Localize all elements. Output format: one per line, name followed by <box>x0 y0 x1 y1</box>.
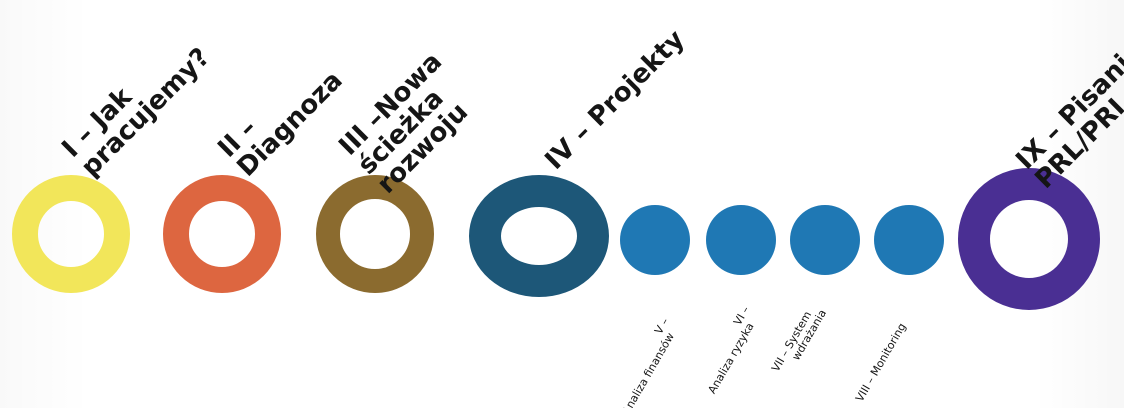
substage-5-dot <box>620 205 690 275</box>
stage-1-label: I – Jak pracujemy? <box>56 25 216 182</box>
stage-1-ring <box>12 175 130 293</box>
stage-2-ring <box>163 175 281 293</box>
stage-3-label: III –Nowa ścieżka rozwoju <box>333 47 486 200</box>
substage-8-label-line1: VIII – Monitoring <box>853 320 909 404</box>
stage-2-label: II – Diagnoza <box>212 48 348 183</box>
stage-4-label: IV – Projekty <box>539 24 691 176</box>
stage-9-label: IX – Pisanie PRL/PRI <box>1010 36 1124 194</box>
substage-8-dot <box>874 205 944 275</box>
substage-6-dot <box>706 205 776 275</box>
substage-8-label: VIII – Monitoring <box>853 320 909 404</box>
stage-9-ring <box>958 168 1100 310</box>
substage-7-label: VII – System wdrażania <box>769 302 829 380</box>
stage-4-label-line1: IV – Projekty <box>539 24 691 176</box>
substage-5-label: V – Analiza finansów <box>610 316 682 408</box>
stage-3-ring <box>316 175 434 293</box>
stage-4-ring <box>469 175 609 297</box>
substage-7-dot <box>790 205 860 275</box>
substage-6-label: VI – Analiza ryzyka <box>696 304 763 396</box>
